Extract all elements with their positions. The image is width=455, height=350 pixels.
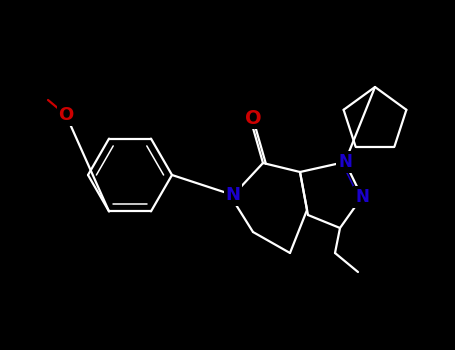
Text: N: N [338,153,352,171]
Text: O: O [58,106,74,124]
Text: N: N [226,186,241,204]
Text: O: O [245,108,261,127]
Text: N: N [355,188,369,206]
